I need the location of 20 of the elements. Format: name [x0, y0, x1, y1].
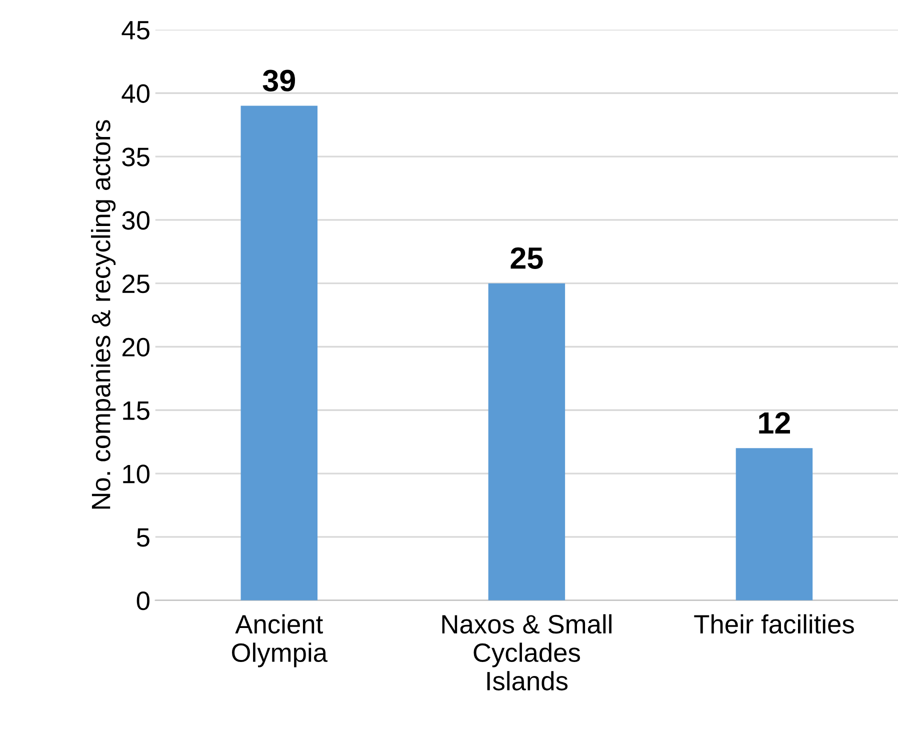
- y-tick-label: 40: [122, 84, 150, 103]
- y-tick-label: 25: [122, 274, 150, 294]
- x-tick-label: Ancient Olympia: [232, 614, 328, 668]
- y-tick-label: 15: [123, 402, 150, 420]
- bar: [488, 283, 566, 600]
- y-tick-label: 5: [136, 528, 150, 547]
- y-tick-label: 35: [122, 148, 150, 166]
- data-label: 25: [510, 247, 543, 269]
- x-tick-label: Their facilities: [694, 614, 854, 634]
- data-label: 12: [759, 412, 790, 434]
- y-tick-label: 10: [123, 464, 150, 484]
- y-tick-label: 0: [136, 591, 150, 610]
- y-tick-label: 20: [122, 338, 150, 357]
- y-tick-label: 30: [122, 211, 150, 230]
- bar: [736, 448, 813, 600]
- y-axis-title: No. companies & recycling actors: [90, 120, 116, 509]
- data-label: 39: [262, 70, 295, 92]
- x-tick-label: Naxos & Small Cyclades Islands: [442, 614, 612, 690]
- y-tick-label: 45: [122, 21, 150, 40]
- bar: [240, 106, 318, 600]
